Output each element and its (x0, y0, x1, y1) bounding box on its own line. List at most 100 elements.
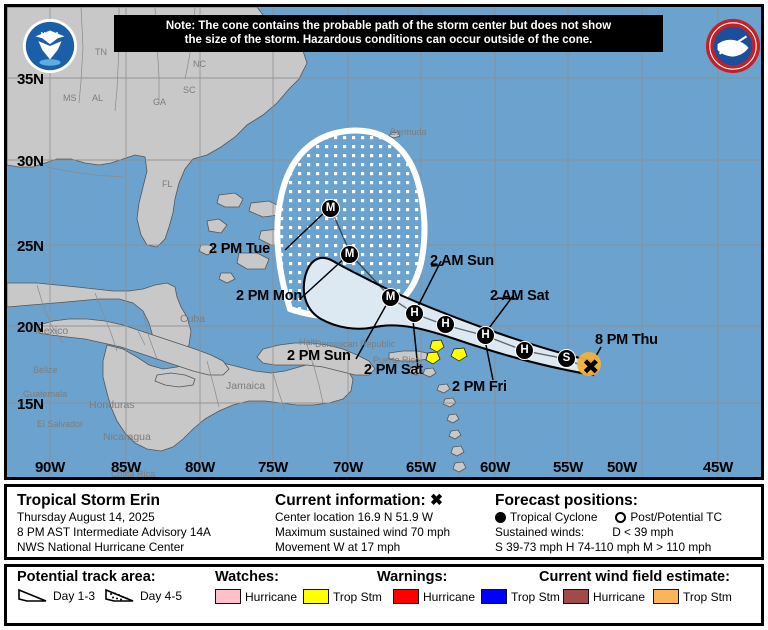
sustained-winds-label: Sustained winds: (495, 525, 585, 539)
legend-item-watch-tropical-storm[interactable]: Trop Stm (303, 589, 382, 604)
forecast-map[interactable]: TN NC SC MS AL GA FL Mexico Belize Guate… (4, 4, 764, 480)
geo-label-puerto-rico: Puerto Rico (373, 355, 421, 365)
legend-item-wind-tropical-storm[interactable]: Trop Stm (653, 589, 732, 604)
movement: Movement W at 17 mph (275, 540, 401, 554)
info-col-current: Current information: ✖ Center location 1… (275, 487, 495, 557)
lon-label-80w: 80W (185, 459, 215, 476)
lat-label-25n: 25N (17, 238, 44, 255)
time-label-2pm-fri: 2 PM Fri (452, 379, 507, 395)
current-x-icon: ✖ (430, 492, 443, 509)
lon-label-70w: 70W (333, 459, 363, 476)
legend-label-warning-hurricane: Hurricane (423, 589, 476, 604)
depression-class: D < 39 mph (612, 525, 674, 539)
geo-label-fl: FL (162, 179, 173, 189)
time-label-2pm-tue: 2 PM Tue (209, 241, 270, 257)
legend-item-wind-hurricane[interactable]: Hurricane (563, 589, 645, 604)
lon-label-75w: 75W (258, 459, 288, 476)
time-label-2pm-sat: 2 PM Sat (364, 362, 423, 378)
lon-label-55w: 55W (553, 459, 583, 476)
legend-item-warning-tropical-storm[interactable]: Trop Stm (481, 589, 560, 604)
geo-label-ga: GA (153, 97, 167, 107)
open-circle-icon (615, 512, 627, 523)
swatch-watch-tropical-storm (303, 589, 329, 604)
geo-label-bermuda: Bermuda (390, 127, 427, 137)
track-point-m-2[interactable]: M (340, 245, 359, 264)
geo-label-jamaica: Jamaica (226, 380, 266, 392)
maximum-sustained-wind: Maximum sustained wind 70 mph (275, 525, 451, 539)
swatch-warning-tropical-storm (481, 589, 507, 604)
geo-label-belize: Belize (33, 365, 58, 375)
lon-label-85w: 85W (111, 459, 141, 476)
legend-title-wind-field: Current wind field estimate: (539, 569, 730, 585)
lon-label-65w: 65W (406, 459, 436, 476)
geo-label-al: AL (92, 93, 104, 103)
label-leaders (284, 209, 602, 381)
current-information-label: Current information: (275, 492, 426, 509)
legend-item-warning-hurricane[interactable]: Hurricane (393, 589, 475, 604)
legend-label-day-1-3: Day 1-3 (53, 588, 96, 603)
time-label-2pm-sun: 2 PM Sun (287, 348, 351, 364)
legend-panel: Potential track area: Watches: Warnings:… (4, 564, 764, 626)
legend-label-day-4-5: Day 4-5 (140, 588, 183, 603)
legend-label-warning-tropical-storm: Trop Stm (511, 589, 560, 604)
geo-label-haiti: Haiti (299, 337, 318, 347)
geo-label-ms: MS (63, 93, 77, 103)
track-point-m-1[interactable]: M (381, 288, 400, 307)
track-point-s-1[interactable]: S (557, 349, 576, 368)
legend-titles-row: Potential track area: Watches: Warnings:… (7, 567, 761, 586)
svg-text:NOAA: NOAA (41, 31, 60, 38)
issuing-agency: NWS National Hurricane Center (17, 540, 185, 554)
swatch-warning-hurricane (393, 589, 419, 604)
legend-label-watch-hurricane: Hurricane (245, 589, 298, 604)
info-col-forecast: Forecast positions: Tropical Cyclone Pos… (495, 487, 761, 557)
advisory-number: 8 PM AST Intermediate Advisory 14A (17, 525, 211, 539)
sustained-winds-row: Sustained winds: D < 39 mph (495, 525, 761, 540)
forecast-positions-title: Forecast positions: (495, 492, 638, 509)
geo-label-nc: NC (193, 59, 206, 69)
filled-circle-icon (495, 512, 506, 523)
lat-label-35n: 35N (17, 71, 44, 88)
track-point-h-3[interactable]: H (436, 315, 455, 334)
legend-item-day-1-3[interactable]: Day 1-3 (17, 587, 95, 604)
cone-disclaimer-note: Note: The cone contains the probable pat… (114, 15, 663, 52)
note-line-1: Note: The cone contains the probable pat… (165, 20, 612, 32)
legend-title-track: Potential track area: (17, 569, 156, 585)
legend-label-watch-tropical-storm: Trop Stm (333, 589, 382, 604)
track-point-h-1[interactable]: H (515, 341, 534, 360)
current-position-x-marker[interactable]: ✖ (582, 355, 600, 379)
legend-items-row: Day 1-3 Day 4-5 Hurricane (7, 586, 761, 612)
geo-label-tn: TN (95, 47, 107, 57)
legend-item-day-4-5[interactable]: Day 4-5 (104, 587, 182, 604)
lon-label-50w: 50W (607, 459, 637, 476)
wind-classes: S 39-73 mph H 74-110 mph M > 110 mph (495, 540, 712, 554)
track-point-h-4[interactable]: H (405, 304, 424, 323)
advisory-date: Thursday August 14, 2025 (17, 510, 155, 524)
legend-label-wind-tropical-storm: Trop Stm (683, 589, 732, 604)
track-point-m-3[interactable]: M (321, 199, 340, 218)
current-information-title: Current information: ✖ (275, 492, 495, 510)
center-location: Center location 16.9 N 51.9 W (275, 510, 434, 524)
lon-label-90w: 90W (35, 459, 65, 476)
geo-label-cuba: Cuba (180, 313, 206, 325)
lat-label-30n: 30N (17, 153, 44, 170)
time-label-8pm-thu: 8 PM Thu (595, 332, 658, 348)
lat-label-15n: 15N (17, 396, 44, 413)
lon-label-45w: 45W (703, 459, 733, 476)
legend-item-watch-hurricane[interactable]: Hurricane (215, 589, 297, 604)
lon-label-60w: 60W (480, 459, 510, 476)
time-label-2am-sat: 2 AM Sat (490, 288, 550, 304)
legend-label-wind-hurricane: Hurricane (593, 589, 646, 604)
geo-label-guatemala: Guatemala (23, 389, 68, 399)
geo-label-dominican-republic: Dominican Republic (315, 339, 396, 349)
wind-field-tropical-storm (577, 352, 601, 376)
noaa-logo: NOAA (22, 18, 78, 74)
time-label-2am-sun: 2 AM Sun (430, 253, 494, 269)
swatch-watch-hurricane (215, 589, 241, 604)
track-point-h-2[interactable]: H (476, 326, 495, 345)
cone-day45-icon (105, 588, 134, 602)
legend-title-warnings: Warnings: (377, 569, 448, 585)
time-label-2pm-mon: 2 PM Mon (236, 288, 303, 304)
legend-title-watches: Watches: (215, 569, 279, 585)
post-potential-tc-label: Post/Potential TC (630, 510, 723, 524)
